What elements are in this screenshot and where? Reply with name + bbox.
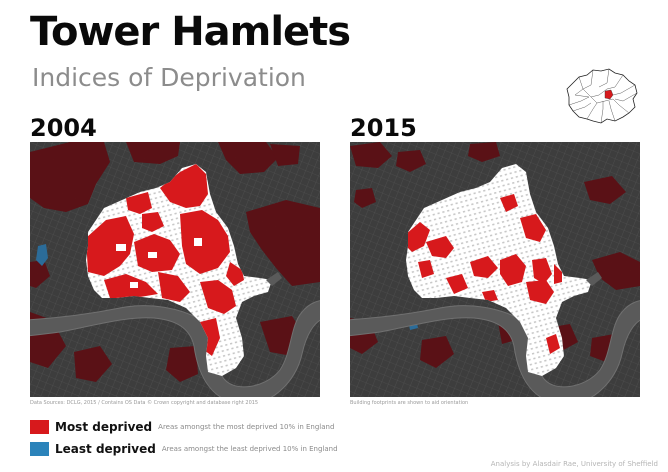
tower-hamlets-highlight (604, 89, 614, 100)
legend-swatch-most (30, 420, 49, 434)
most-deprived-areas (406, 194, 562, 354)
page-subtitle: Indices of Deprivation (32, 63, 306, 92)
legend-desc-most: Areas amongst the most deprived 10% in E… (158, 423, 335, 431)
legend-label-most: Most deprived (55, 420, 153, 434)
legend-swatch-least (30, 442, 49, 456)
legend-most-deprived: Most deprived Areas amongst the most dep… (30, 418, 334, 436)
most-deprived-areas (86, 164, 244, 356)
legend-desc-least: Areas amongst the least deprived 10% in … (161, 445, 338, 453)
data-source-credit: Data Sources: DCLG, 2015 / Contains OS D… (30, 400, 259, 406)
tower-hamlets-borough (406, 164, 592, 376)
london-locator-map (566, 68, 638, 124)
year-label-2015: 2015 (350, 114, 417, 142)
map-2015 (350, 142, 640, 397)
map-2004 (30, 142, 320, 397)
year-label-2004: 2004 (30, 114, 97, 142)
docks (266, 272, 282, 286)
least-deprived-area (36, 244, 48, 266)
london-outline (566, 68, 638, 124)
legend-label-least: Least deprived (55, 442, 156, 456)
attribution: Analysis by Alasdair Rae, University of … (490, 460, 658, 468)
legend-least-deprived: Least deprived Areas amongst the least d… (30, 440, 338, 458)
map-footnote: Building footprints are shown to aid ori… (350, 400, 469, 406)
tower-hamlets-borough (86, 164, 272, 376)
page-title: Tower Hamlets (30, 9, 351, 55)
docks (586, 272, 602, 286)
